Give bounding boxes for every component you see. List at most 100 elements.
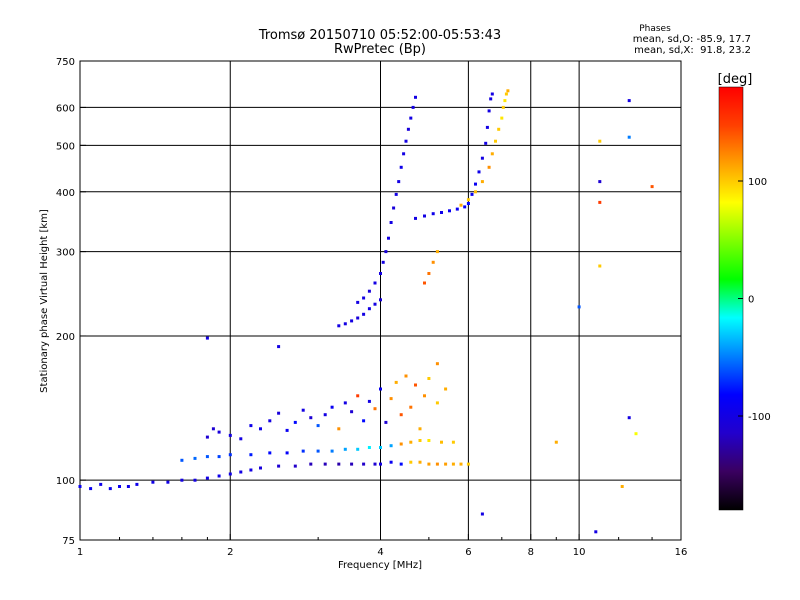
data-point — [459, 203, 463, 207]
data-point — [480, 512, 484, 516]
data-point — [285, 428, 289, 432]
data-point — [268, 451, 272, 455]
data-point — [330, 405, 334, 409]
data-point — [373, 302, 377, 306]
data-point — [228, 453, 232, 457]
data-point — [356, 447, 360, 451]
colorbar-tick-label: 100 — [748, 177, 767, 188]
data-point — [474, 182, 477, 186]
chart-title: Tromsø 20150710 05:52:00-05:53:43 — [258, 28, 501, 43]
data-point — [404, 139, 408, 143]
data-point — [480, 156, 484, 160]
data-point — [228, 472, 232, 476]
data-point — [193, 478, 197, 482]
x-axis-label: Frequency [MHz] — [338, 560, 422, 571]
data-point — [402, 152, 406, 156]
data-point — [249, 453, 253, 457]
data-point — [135, 482, 139, 486]
data-point — [205, 476, 209, 480]
data-point — [431, 260, 435, 264]
data-point — [406, 127, 410, 131]
phase-legend: Phases mean, sd,O: -85.9, 17.7 mean, sd,… — [633, 24, 751, 56]
data-point — [598, 200, 602, 204]
data-point — [598, 139, 602, 143]
data-point — [362, 296, 366, 300]
data-point — [384, 420, 388, 424]
y-tick-label: 200 — [56, 332, 75, 343]
data-point — [480, 180, 484, 184]
data-point — [316, 424, 320, 428]
data-point — [577, 305, 581, 309]
x-tick-label: 4 — [377, 547, 383, 558]
data-point — [440, 211, 443, 214]
data-point — [330, 449, 334, 453]
x-tick-label: 2 — [227, 547, 233, 558]
data-point — [316, 449, 320, 453]
data-point — [301, 408, 305, 412]
data-point — [627, 416, 631, 420]
data-point — [497, 127, 501, 131]
data-point — [180, 458, 184, 462]
data-point — [394, 380, 398, 384]
colorbar-ticks: 100 0 -100 — [738, 177, 771, 423]
data-point — [504, 92, 508, 96]
data-point — [350, 410, 354, 414]
x-tick-label: 8 — [528, 547, 534, 558]
data-point — [435, 250, 439, 254]
data-point — [239, 437, 243, 441]
data-point — [301, 449, 305, 453]
data-point — [389, 397, 393, 401]
data-point — [598, 264, 602, 268]
data-point — [418, 460, 422, 464]
data-point — [381, 260, 385, 264]
data-point — [414, 383, 417, 387]
data-point — [389, 460, 393, 464]
data-point — [356, 300, 360, 304]
data-point — [367, 399, 371, 403]
data-point — [620, 485, 624, 488]
colorbar-tick-label: -100 — [748, 412, 771, 423]
y-tick-label: 75 — [62, 536, 75, 547]
y-axis-label: Stationary phase Virtual Height [km] — [39, 209, 50, 393]
data-point — [594, 530, 598, 534]
chart-subtitle: RwPretec (Bp) — [334, 42, 426, 57]
data-point — [323, 462, 327, 466]
data-point — [501, 105, 505, 109]
y-tick-label: 100 — [56, 476, 75, 487]
data-point — [409, 460, 413, 464]
data-point — [503, 99, 507, 103]
data-point — [249, 424, 253, 428]
data-point — [343, 401, 347, 405]
data-point — [455, 207, 459, 211]
data-point — [362, 419, 366, 423]
data-point — [108, 487, 112, 491]
x-tick-label: 6 — [465, 547, 471, 558]
data-point — [379, 446, 382, 449]
data-point — [350, 319, 354, 323]
data-point — [259, 427, 262, 431]
data-point — [409, 440, 413, 444]
data-point — [448, 209, 451, 213]
x-tick-label: 1 — [77, 547, 83, 558]
data-point — [356, 316, 360, 320]
legend-heading: Phases — [639, 24, 671, 34]
data-point — [634, 432, 638, 436]
data-point — [404, 374, 408, 378]
data-point — [268, 419, 272, 423]
data-point — [205, 435, 209, 439]
colorbar-tick-label: 0 — [748, 295, 754, 306]
data-point — [205, 455, 209, 459]
y-tick-label: 500 — [56, 141, 75, 152]
data-point — [151, 480, 155, 484]
data-point — [427, 377, 431, 380]
data-point — [627, 135, 631, 139]
data-point — [494, 139, 497, 143]
data-point — [598, 180, 602, 184]
colorbar: [deg] 100 0 -100 — [718, 72, 771, 511]
legend-x-mode: mean, sd,X: 91.8, 23.2 — [634, 45, 751, 56]
data-point — [409, 405, 413, 409]
data-point — [166, 480, 170, 484]
data-point — [490, 152, 494, 156]
data-point — [259, 466, 262, 470]
